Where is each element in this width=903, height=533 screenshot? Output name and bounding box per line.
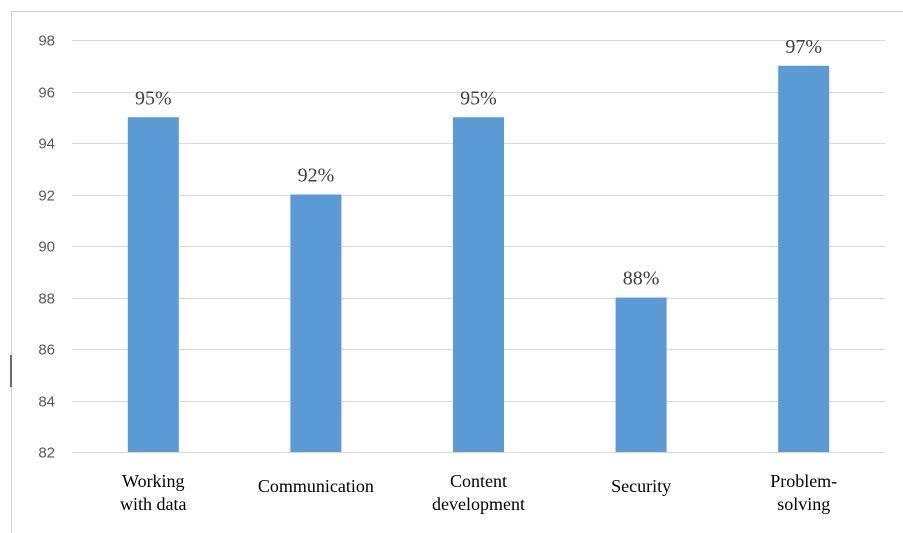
data-label: 95% (460, 87, 497, 109)
y-tick-label: 98 (38, 33, 55, 50)
x-tick-label: Problem-solving (770, 471, 837, 514)
y-tick-label: 88 (38, 291, 55, 308)
bar (616, 298, 667, 453)
x-tick-label: Security (611, 476, 671, 496)
bar (778, 66, 829, 452)
data-label: 95% (135, 87, 172, 109)
x-axis-ticks: Working with data Communication Content deve… (120, 471, 837, 514)
y-tick-label: 82 (38, 445, 55, 462)
x-tick-label: Working with data (120, 471, 186, 514)
data-label: 97% (785, 36, 822, 58)
x-tick-label: Communication (258, 476, 374, 496)
y-tick-label: 90 (38, 239, 55, 256)
x-tick-label: Content development (432, 471, 525, 514)
data-label: 88% (623, 268, 660, 290)
y-tick-label: 94 (38, 136, 55, 153)
bar (453, 117, 504, 452)
y-tick-label: 84 (38, 394, 55, 411)
bar (128, 117, 179, 452)
y-tick-label: 86 (38, 342, 55, 359)
y-tick-label: 96 (38, 85, 55, 102)
bar (290, 195, 341, 453)
y-axis-ticks: 82 84 86 88 90 92 94 96 98 (38, 33, 55, 462)
y-tick-label: 92 (38, 188, 55, 205)
bars (128, 66, 829, 452)
data-label: 92% (298, 165, 335, 187)
